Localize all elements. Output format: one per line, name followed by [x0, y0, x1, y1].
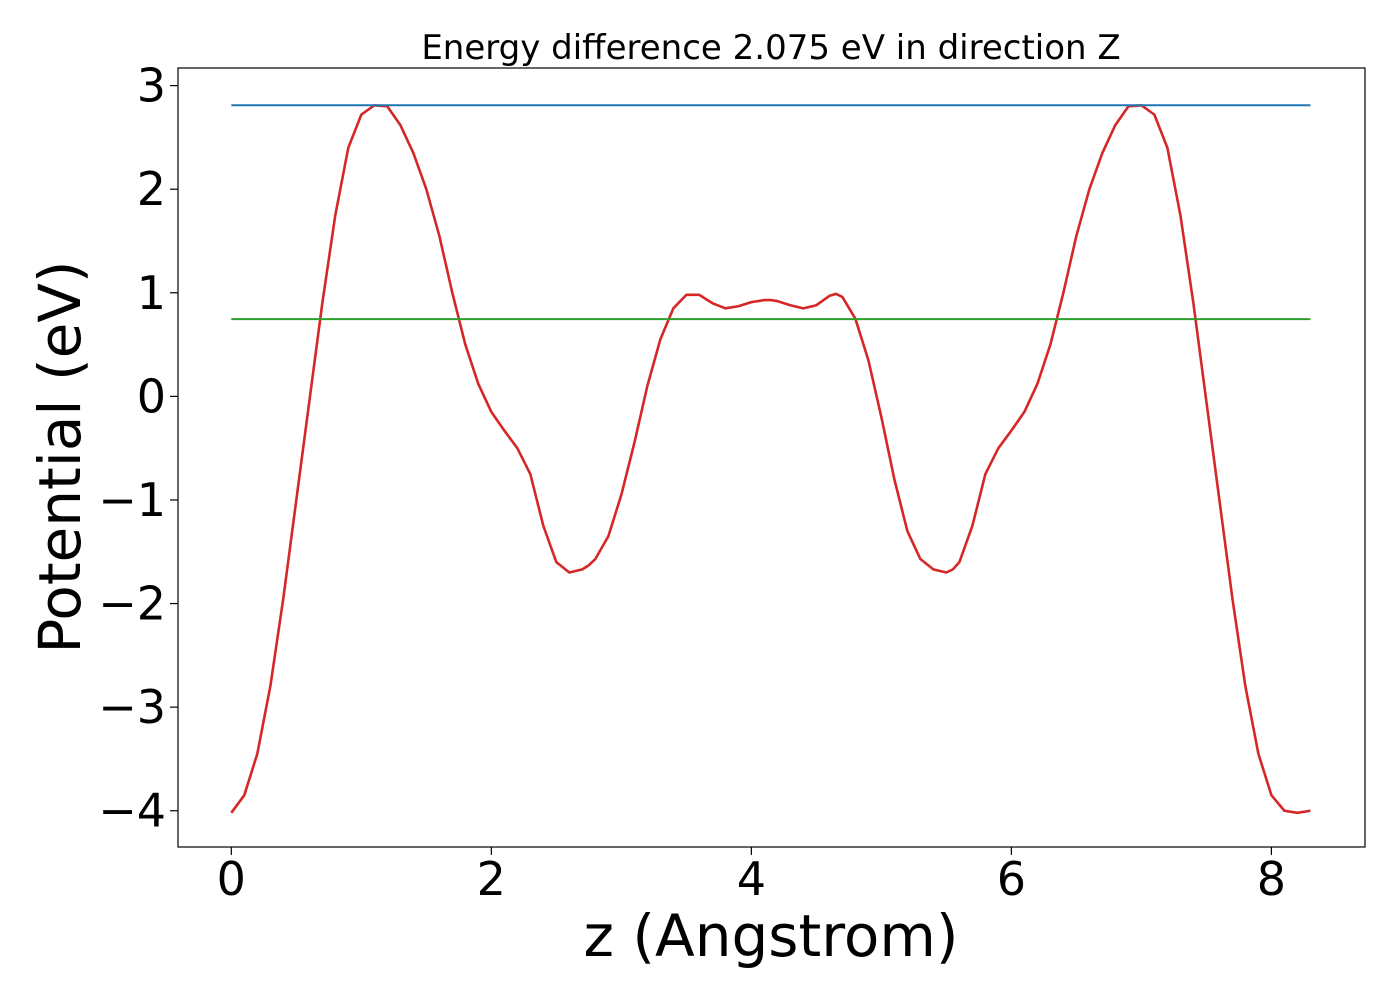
x-tick-label: 2 — [477, 852, 506, 906]
series-line-0 — [230, 103, 1311, 815]
plot-frame — [177, 67, 1366, 848]
y-tick-label: −1 — [98, 473, 166, 527]
y-tick-label: 1 — [137, 266, 166, 320]
y-tick-label: 2 — [137, 162, 166, 216]
y-tick-label: 0 — [137, 369, 166, 423]
y-tick-label: −3 — [98, 680, 166, 734]
x-tick-label: 0 — [217, 852, 246, 906]
x-axis-title: z (Angstrom) — [584, 902, 959, 970]
x-tick-label: 6 — [997, 852, 1026, 906]
chart-title: Energy difference 2.075 eV in direction … — [421, 28, 1120, 68]
y-tick-label: −4 — [98, 784, 166, 838]
y-tick-label: 3 — [137, 59, 166, 113]
y-axis-title: Potential (eV) — [26, 260, 94, 653]
x-tick-label: 8 — [1257, 852, 1286, 906]
y-tick-label: −2 — [98, 577, 166, 631]
y-axis-ticks: −4 −3 −2 −1 0 1 2 3 — [98, 59, 178, 838]
x-tick-label: 4 — [737, 852, 766, 906]
x-axis-ticks: 0 2 4 6 8 — [217, 847, 1286, 906]
series-layer — [230, 103, 1311, 815]
